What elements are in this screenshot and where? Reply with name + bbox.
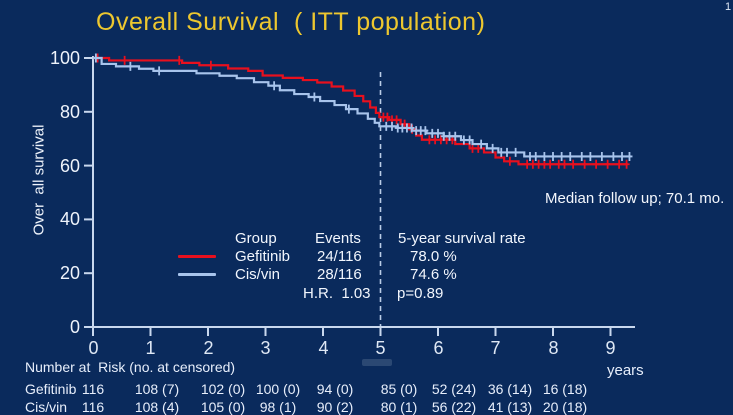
page-number: 1	[725, 1, 732, 13]
slide-title: Overall Survival ( ITT population)	[96, 8, 486, 36]
legend-header-group: Group	[235, 230, 277, 247]
risk-cell: 20 (18)	[542, 399, 588, 415]
y-tick-label: 80	[59, 102, 80, 122]
legend-line-cisvin	[178, 273, 216, 276]
risk-cell: 108 (4)	[134, 399, 180, 415]
x-tick-label: 3	[260, 338, 271, 358]
x-tick-label: 4	[318, 338, 329, 358]
legend-label-cisvin: Cis/vin	[235, 266, 281, 283]
risk-cell: 41 (13)	[487, 399, 533, 415]
censor-marks-cisvin	[92, 53, 633, 161]
legend-rate-cisvin: 74.6 %	[410, 266, 457, 283]
risk-cell: 102 (0)	[200, 381, 246, 397]
risk-cell: 105 (0)	[200, 399, 246, 415]
hazard-ratio-value: H.R. 1.03	[303, 285, 371, 302]
y-tick-label: 20	[59, 263, 80, 283]
legend-label-gefitinib: Gefitinib	[235, 248, 291, 265]
y-tick-label: 60	[59, 156, 80, 176]
y-tick-label: 100	[49, 48, 80, 68]
x-tick-label: 2	[203, 338, 214, 358]
risk-cell: 16 (18)	[542, 381, 588, 397]
median-followup-note: Median follow up; 70.1 mo.	[545, 190, 725, 207]
y-tick-label: 0	[69, 317, 80, 337]
y-tick-label: 40	[59, 209, 80, 229]
risk-cell: 116	[81, 399, 105, 415]
legend-header-events: Events	[315, 230, 361, 247]
risk-cell: 116	[81, 381, 105, 397]
risk-cell: 36 (14)	[487, 381, 533, 397]
risk-row-label-gefitinib: Gefitinib	[25, 381, 77, 397]
x-tick-label: 6	[433, 338, 444, 358]
x-tick-label: 0	[88, 338, 99, 358]
legend-events-cisvin: 28/116	[317, 266, 362, 283]
x-tick-label: 7	[490, 338, 501, 358]
risk-cell: 52 (24)	[431, 381, 477, 397]
p-value: p=0.89	[397, 285, 444, 302]
x-tick-label: 1	[145, 338, 156, 358]
x-axis-unit-label: years	[607, 362, 644, 379]
risk-cell: 80 (1)	[380, 399, 418, 415]
risk-cell: 98 (1)	[259, 399, 297, 415]
risk-cell: 94 (0)	[316, 381, 354, 397]
survival-curve-gefitinib	[93, 56, 628, 166]
risk-cell: 100 (0)	[255, 381, 301, 397]
risk-row-label-cisvin: Cis/vin	[25, 399, 68, 415]
risk-cell: 108 (7)	[134, 381, 180, 397]
risk-table-caption: Number at Risk (no. at censored)	[25, 359, 236, 375]
watermark-smudge	[362, 359, 392, 366]
risk-cell: 56 (22)	[431, 399, 477, 415]
survival-curve-cisvin	[93, 56, 631, 158]
legend-events-gefitinib: 24/116	[317, 248, 362, 265]
x-tick-label: 5	[375, 338, 386, 358]
risk-cell: 85 (0)	[380, 381, 418, 397]
legend-line-gefitinib	[178, 255, 216, 258]
legend-header-rate: 5-year survival rate	[398, 230, 526, 247]
x-tick-label: 8	[548, 338, 559, 358]
legend-rate-gefitinib: 78.0 %	[410, 248, 457, 265]
risk-cell: 90 (2)	[316, 399, 354, 415]
x-tick-label: 9	[605, 338, 616, 358]
